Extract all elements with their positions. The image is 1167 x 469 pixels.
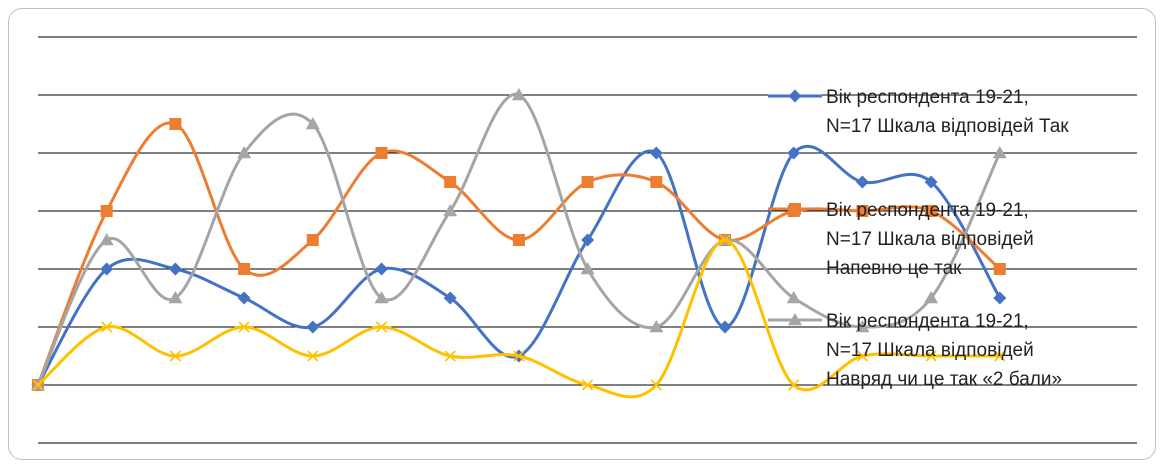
x-stroke	[650, 379, 662, 391]
data-point-triangle	[788, 313, 802, 326]
x-stroke	[788, 379, 800, 391]
data-point-triangle	[99, 233, 114, 246]
data-point-square	[100, 205, 113, 217]
data-point-triangle	[649, 320, 664, 333]
data-point-triangle	[374, 291, 389, 304]
x-stroke	[582, 379, 594, 391]
series-line	[36, 238, 1002, 399]
data-point-square	[375, 147, 388, 159]
data-point-x	[582, 379, 594, 391]
data-point-square	[444, 176, 457, 188]
x-stroke	[32, 379, 44, 391]
legend-label: Напевно це так	[826, 258, 962, 279]
x-stroke	[513, 350, 525, 362]
data-point-square	[581, 176, 594, 188]
data-point-square	[789, 203, 801, 215]
data-point-triangle	[580, 262, 595, 275]
data-point-x	[307, 350, 319, 362]
legend-label: Навряд чи це так «2 бали»	[826, 369, 1062, 390]
series-3	[31, 88, 1007, 391]
legend-item-2: Вік респондента 19-21, N=17 Шкала відпові…	[768, 200, 1034, 279]
data-point-diamond	[993, 291, 1007, 305]
legend-item-3: Вік респондента 19-21, N=17 Шкала відпові…	[768, 311, 1062, 390]
data-point-diamond	[375, 262, 388, 276]
data-point-diamond	[168, 262, 182, 276]
data-point-diamond	[100, 262, 114, 276]
legend-item-1: Вік респондента 19-21, N=17 Шкала відпові…	[768, 87, 1069, 137]
data-point-diamond	[443, 291, 457, 305]
data-point-x	[788, 379, 800, 391]
data-point-diamond	[924, 175, 938, 189]
x-stroke	[307, 350, 319, 362]
data-point-square	[993, 263, 1006, 275]
x-stroke	[994, 350, 1006, 362]
data-point-x	[101, 321, 113, 333]
data-point-triangle	[924, 291, 939, 304]
data-point-diamond	[649, 146, 663, 160]
data-point-x	[444, 350, 456, 362]
data-point-x	[513, 350, 525, 362]
data-point-diamond	[788, 89, 802, 103]
data-point-square	[650, 176, 663, 188]
series-4	[32, 234, 1006, 399]
x-stroke	[719, 234, 731, 246]
data-point-x	[719, 234, 731, 246]
legend-label: N=17 Шкала відповідей Так	[826, 116, 1069, 137]
series-line	[36, 144, 1002, 387]
series-line	[36, 93, 1002, 387]
data-point-triangle	[237, 146, 252, 159]
data-point-square	[925, 205, 938, 217]
legend-label: N=17 Шкала відповідей	[826, 340, 1034, 361]
x-stroke	[444, 350, 456, 362]
data-point-diamond	[718, 320, 732, 334]
data-point-diamond	[237, 291, 251, 305]
data-point-triangle	[786, 291, 801, 304]
x-stroke	[101, 321, 113, 333]
data-point-square	[238, 263, 251, 275]
data-point-square	[306, 234, 319, 246]
data-point-x	[32, 379, 44, 391]
data-point-diamond	[581, 233, 595, 247]
data-point-x	[925, 350, 937, 362]
data-point-square	[169, 118, 182, 130]
legend-label: Вік респондента 19-21,	[826, 87, 1029, 108]
data-point-diamond	[306, 320, 320, 334]
x-stroke	[375, 321, 388, 333]
x-stroke	[856, 350, 868, 362]
legend-label: N=17 Шкала відповідей	[826, 229, 1034, 250]
data-point-x	[650, 379, 662, 391]
data-point-triangle	[511, 88, 526, 101]
data-point-x	[856, 350, 868, 362]
data-point-x	[238, 321, 250, 333]
data-point-square	[512, 234, 525, 246]
data-point-triangle	[305, 117, 320, 130]
data-point-diamond	[855, 175, 869, 189]
data-point-triangle	[443, 204, 458, 217]
legend: Вік респондента 19-21, N=17 Шкала відпові…	[768, 87, 1069, 390]
data-point-x	[994, 350, 1006, 362]
legend-label: Вік респондента 19-21,	[826, 200, 1029, 221]
data-point-x	[169, 350, 181, 362]
data-point-x	[375, 321, 388, 333]
x-stroke	[169, 350, 181, 362]
data-point-triangle	[992, 146, 1007, 159]
data-point-triangle	[168, 291, 183, 304]
data-point-square	[856, 205, 869, 217]
legend-label: Вік респондента 19-21,	[826, 311, 1029, 332]
data-point-diamond	[787, 146, 801, 160]
x-stroke	[925, 350, 937, 362]
gridlines	[38, 36, 1137, 444]
x-stroke	[238, 321, 250, 333]
data-point-triangle	[855, 320, 870, 333]
